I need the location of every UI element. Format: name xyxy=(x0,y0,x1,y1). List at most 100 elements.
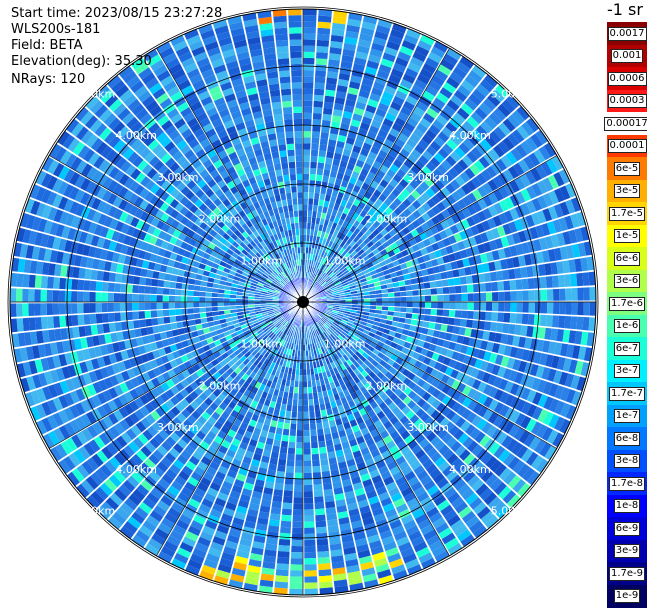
beta-gate-cell xyxy=(548,190,559,205)
beta-gate-cell xyxy=(401,39,416,51)
beta-gate-cell xyxy=(428,251,437,260)
beta-gate-cell xyxy=(366,262,374,269)
beta-gate-cell xyxy=(292,405,298,412)
beta-gate-cell xyxy=(425,463,438,475)
beta-gate-cell xyxy=(461,207,472,218)
beta-gate-cell xyxy=(333,487,344,495)
beta-gate-cell xyxy=(326,329,332,336)
beta-gate-cell xyxy=(316,168,324,176)
beta-gate-cell xyxy=(407,62,421,73)
beta-gate-cell xyxy=(390,325,398,332)
beta-gate-cell xyxy=(403,341,412,349)
beta-gate-cell xyxy=(442,254,451,264)
beta-gate-cell xyxy=(497,343,506,355)
beta-gate-cell xyxy=(483,351,492,362)
beta-gate-cell xyxy=(364,221,372,230)
beta-gate-cell xyxy=(342,478,352,487)
beta-gate-cell xyxy=(433,361,443,371)
beta-gate-cell xyxy=(417,170,428,181)
beta-gate-cell xyxy=(336,238,343,246)
beta-gate-cell xyxy=(360,473,371,482)
beta-gate-cell xyxy=(276,557,290,565)
beta-gate-cell xyxy=(412,289,419,296)
beta-gate-cell xyxy=(397,132,409,143)
beta-gate-cell xyxy=(443,487,457,499)
beta-gate-cell xyxy=(310,311,316,317)
beta-gate-cell xyxy=(492,175,504,189)
beta-gate-cell xyxy=(504,393,515,407)
beta-gate-cell xyxy=(375,293,383,298)
beta-gate-cell xyxy=(422,275,430,283)
beta-gate-cell xyxy=(390,430,400,440)
beta-gate-cell xyxy=(303,478,313,486)
beta-gate-cell xyxy=(311,143,319,151)
beta-gate-cell xyxy=(150,286,158,295)
beta-gate-cell xyxy=(522,467,536,482)
beta-gate-cell xyxy=(402,552,418,564)
beta-gate-cell xyxy=(479,282,486,292)
beta-gate-cell xyxy=(375,396,384,406)
beta-gate-cell xyxy=(303,137,311,144)
beta-gate-cell xyxy=(336,245,343,253)
beta-gate-cell xyxy=(304,558,317,565)
beta-gate-cell xyxy=(374,313,382,319)
beta-gate-cell xyxy=(526,117,540,133)
beta-gate-cell xyxy=(351,307,358,311)
beta-gate-cell xyxy=(281,434,289,442)
beta-gate-cell xyxy=(539,352,548,366)
beta-gate-cell xyxy=(436,256,445,265)
beta-gate-cell xyxy=(419,68,433,80)
beta-gate-cell xyxy=(126,293,133,302)
beta-gate-cell xyxy=(480,169,492,182)
beta-gate-cell xyxy=(465,247,474,257)
beta-gate-cell xyxy=(282,428,290,436)
beta-gate-cell xyxy=(571,390,582,406)
beta-gate-cell xyxy=(430,409,441,420)
beta-gate-cell xyxy=(392,450,403,461)
beta-gate-cell xyxy=(268,463,278,471)
beta-gate-cell xyxy=(487,205,498,217)
beta-gate-cell xyxy=(327,270,334,276)
beta-gate-cell xyxy=(354,319,362,324)
beta-gate-cell xyxy=(369,166,379,175)
beta-gate-cell xyxy=(570,197,582,212)
beta-gate-cell xyxy=(175,309,182,316)
beta-gate-cell xyxy=(429,281,437,288)
beta-gate-cell xyxy=(434,456,446,468)
beta-gate-cell xyxy=(454,129,467,142)
beta-gate-cell xyxy=(315,329,320,336)
beta-gate-cell xyxy=(412,351,421,360)
beta-gate-cell xyxy=(318,311,325,316)
beta-gate-cell xyxy=(339,265,346,272)
beta-gate-cell xyxy=(403,273,411,280)
beta-gate-cell xyxy=(503,421,515,434)
beta-gate-cell xyxy=(483,396,494,408)
beta-gate-cell xyxy=(280,526,292,534)
beta-gate-cell xyxy=(310,273,314,280)
beta-gate-cell xyxy=(376,302,383,306)
beta-gate-cell xyxy=(340,60,353,69)
beta-gate-cell xyxy=(348,257,355,264)
beta-gate-cell xyxy=(548,413,560,429)
beta-gate-cell xyxy=(323,482,333,491)
beta-gate-cell xyxy=(442,448,455,460)
beta-gate-cell xyxy=(350,337,358,344)
beta-gate-cell xyxy=(312,459,321,467)
beta-gate-cell xyxy=(394,302,401,307)
beta-gate-cell xyxy=(336,423,345,432)
beta-gate-cell xyxy=(523,253,532,266)
beta-gate-cell xyxy=(360,362,368,370)
beta-gate-cell xyxy=(319,292,326,296)
beta-gate-cell xyxy=(237,544,251,553)
beta-gate-cell xyxy=(432,329,441,338)
beta-gate-cell xyxy=(577,287,584,301)
beta-gate-cell xyxy=(107,303,114,313)
beta-gate-cell xyxy=(343,261,351,268)
beta-gate-cell xyxy=(531,197,542,212)
beta-gate-cell xyxy=(447,317,455,326)
beta-gate-cell xyxy=(456,240,466,251)
beta-gate-cell xyxy=(28,317,36,331)
beta-gate-cell xyxy=(507,165,520,179)
beta-gate-cell xyxy=(379,318,387,324)
beta-gate-cell xyxy=(324,433,333,441)
